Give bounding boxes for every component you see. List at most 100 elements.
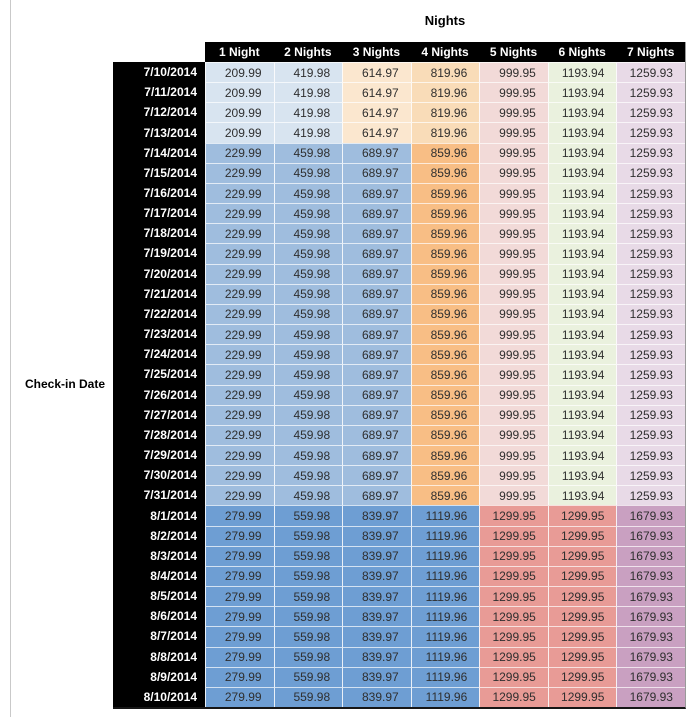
price-cell[interactable]: 689.97 xyxy=(342,162,411,183)
price-cell[interactable]: 229.99 xyxy=(205,243,274,264)
price-cell[interactable]: 689.97 xyxy=(342,424,411,445)
column-header-6-night[interactable]: 6 Nights xyxy=(547,42,617,62)
price-cell[interactable]: 689.97 xyxy=(342,324,411,345)
price-cell[interactable]: 859.96 xyxy=(410,404,480,425)
price-cell[interactable]: 1193.94 xyxy=(547,162,617,183)
price-cell[interactable]: 459.98 xyxy=(273,485,343,506)
price-cell[interactable]: 859.96 xyxy=(410,142,480,163)
price-cell[interactable]: 859.96 xyxy=(410,243,480,264)
price-cell[interactable]: 1679.93 xyxy=(616,626,685,647)
price-cell[interactable]: 1259.93 xyxy=(616,364,685,385)
price-cell[interactable]: 819.96 xyxy=(410,102,480,123)
price-cell[interactable]: 229.99 xyxy=(205,182,274,204)
price-cell[interactable]: 1299.95 xyxy=(547,686,617,707)
date-cell[interactable]: 7/26/2014 xyxy=(113,384,205,405)
price-cell[interactable]: 1119.96 xyxy=(410,666,480,687)
date-cell[interactable]: 8/8/2014 xyxy=(113,646,205,667)
price-cell[interactable]: 459.98 xyxy=(273,223,343,244)
price-cell[interactable]: 839.97 xyxy=(342,646,411,667)
price-cell[interactable]: 459.98 xyxy=(273,203,343,224)
price-cell[interactable]: 1679.93 xyxy=(616,606,685,627)
price-cell[interactable]: 1299.95 xyxy=(479,666,548,687)
price-cell[interactable]: 229.99 xyxy=(205,364,274,385)
price-cell[interactable]: 1193.94 xyxy=(547,263,617,284)
price-cell[interactable]: 999.95 xyxy=(479,203,548,224)
date-cell[interactable]: 7/30/2014 xyxy=(113,465,205,486)
price-cell[interactable]: 1299.95 xyxy=(479,646,548,667)
price-cell[interactable]: 279.99 xyxy=(205,586,274,607)
price-cell[interactable]: 1259.93 xyxy=(616,102,685,123)
price-cell[interactable]: 1259.93 xyxy=(616,384,685,405)
price-cell[interactable]: 1193.94 xyxy=(547,465,617,486)
date-cell[interactable]: 8/4/2014 xyxy=(113,565,205,587)
price-cell[interactable]: 819.96 xyxy=(410,62,480,83)
price-cell[interactable]: 229.99 xyxy=(205,444,274,466)
price-cell[interactable]: 999.95 xyxy=(479,243,548,264)
date-cell[interactable]: 7/24/2014 xyxy=(113,344,205,365)
price-cell[interactable]: 689.97 xyxy=(342,142,411,163)
price-cell[interactable]: 459.98 xyxy=(273,243,343,264)
price-cell[interactable]: 1193.94 xyxy=(547,283,617,304)
price-cell[interactable]: 999.95 xyxy=(479,444,548,466)
price-cell[interactable]: 1193.94 xyxy=(547,203,617,224)
price-cell[interactable]: 999.95 xyxy=(479,223,548,244)
price-cell[interactable]: 1119.96 xyxy=(410,586,480,607)
price-cell[interactable]: 1259.93 xyxy=(616,182,685,204)
price-cell[interactable]: 689.97 xyxy=(342,444,411,466)
price-cell[interactable]: 559.98 xyxy=(273,545,343,566)
price-cell[interactable]: 689.97 xyxy=(342,223,411,244)
date-cell[interactable]: 7/19/2014 xyxy=(113,243,205,264)
price-cell[interactable]: 559.98 xyxy=(273,626,343,647)
price-cell[interactable]: 229.99 xyxy=(205,384,274,405)
price-cell[interactable]: 999.95 xyxy=(479,102,548,123)
price-cell[interactable]: 1299.95 xyxy=(547,606,617,627)
price-cell[interactable]: 209.99 xyxy=(205,82,274,103)
price-cell[interactable]: 999.95 xyxy=(479,465,548,486)
price-cell[interactable]: 999.95 xyxy=(479,424,548,445)
price-cell[interactable]: 559.98 xyxy=(273,606,343,627)
price-cell[interactable]: 614.97 xyxy=(342,82,411,103)
date-cell[interactable]: 7/10/2014 xyxy=(113,62,205,83)
price-cell[interactable]: 229.99 xyxy=(205,465,274,486)
price-cell[interactable]: 1259.93 xyxy=(616,243,685,264)
price-cell[interactable]: 1193.94 xyxy=(547,142,617,163)
price-cell[interactable]: 459.98 xyxy=(273,384,343,405)
date-cell[interactable]: 7/12/2014 xyxy=(113,102,205,123)
price-cell[interactable]: 1299.95 xyxy=(479,525,548,546)
date-cell[interactable]: 7/18/2014 xyxy=(113,223,205,244)
date-cell[interactable]: 8/9/2014 xyxy=(113,666,205,687)
price-cell[interactable]: 614.97 xyxy=(342,122,411,143)
price-cell[interactable]: 819.96 xyxy=(410,82,480,103)
date-cell[interactable]: 7/11/2014 xyxy=(113,82,205,103)
price-cell[interactable]: 999.95 xyxy=(479,142,548,163)
price-cell[interactable]: 839.97 xyxy=(342,586,411,607)
date-cell[interactable]: 7/23/2014 xyxy=(113,324,205,345)
price-cell[interactable]: 419.98 xyxy=(273,82,343,103)
price-cell[interactable]: 689.97 xyxy=(342,263,411,284)
price-cell[interactable]: 819.96 xyxy=(410,122,480,143)
column-header-2-night[interactable]: 2 Nights xyxy=(273,42,343,62)
price-cell[interactable]: 689.97 xyxy=(342,344,411,365)
price-cell[interactable]: 1299.95 xyxy=(547,646,617,667)
price-cell[interactable]: 1299.95 xyxy=(479,606,548,627)
price-cell[interactable]: 419.98 xyxy=(273,122,343,143)
price-cell[interactable]: 689.97 xyxy=(342,485,411,506)
date-cell[interactable]: 7/13/2014 xyxy=(113,122,205,143)
price-cell[interactable]: 229.99 xyxy=(205,283,274,304)
price-cell[interactable]: 999.95 xyxy=(479,485,548,506)
price-cell[interactable]: 999.95 xyxy=(479,182,548,204)
price-cell[interactable]: 459.98 xyxy=(273,283,343,304)
price-cell[interactable]: 999.95 xyxy=(479,324,548,345)
price-cell[interactable]: 839.97 xyxy=(342,565,411,587)
price-cell[interactable]: 1259.93 xyxy=(616,303,685,325)
price-cell[interactable]: 1259.93 xyxy=(616,404,685,425)
price-cell[interactable]: 839.97 xyxy=(342,626,411,647)
price-cell[interactable]: 1259.93 xyxy=(616,424,685,445)
date-cell[interactable]: 7/16/2014 xyxy=(113,182,205,204)
price-cell[interactable]: 459.98 xyxy=(273,142,343,163)
price-cell[interactable]: 229.99 xyxy=(205,485,274,506)
price-cell[interactable]: 1193.94 xyxy=(547,404,617,425)
date-cell[interactable]: 7/21/2014 xyxy=(113,283,205,304)
price-cell[interactable]: 859.96 xyxy=(410,465,480,486)
price-cell[interactable]: 1259.93 xyxy=(616,263,685,284)
